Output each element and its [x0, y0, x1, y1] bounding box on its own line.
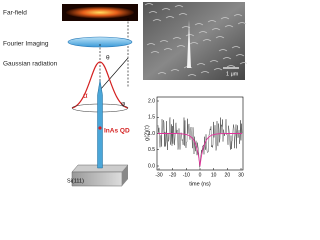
- sem-ridge: [161, 8, 171, 11]
- sem-image: [143, 2, 245, 80]
- sem-ridge: [150, 51, 160, 54]
- sem-ridge: [159, 40, 169, 43]
- sem-nanowire: [187, 20, 191, 68]
- far-field-image: [66, 6, 134, 19]
- ray: [99, 57, 129, 91]
- y-tick-label: 0.0: [148, 163, 155, 169]
- sem-ridge: [207, 20, 217, 23]
- sem-ridge: [176, 45, 186, 48]
- far-field-label: Far-field: [3, 10, 27, 17]
- sem-ridge: [146, 43, 156, 46]
- sem-ridge: [239, 62, 247, 65]
- sem-ridge: [148, 11, 158, 14]
- sem-ridge: [202, 39, 212, 42]
- fit: [158, 133, 242, 167]
- sem-ridge: [200, 71, 210, 74]
- sem-ridge: [178, 13, 188, 16]
- y-axis-label: g(2)(τ): [144, 125, 150, 141]
- x-tick-label: -20: [169, 172, 176, 178]
- sem-ridge: [209, 60, 219, 63]
- sem-ridge: [144, 3, 154, 6]
- sem-ridge: [174, 5, 184, 8]
- substrate-side: [122, 165, 128, 186]
- plot: 2.0 1.5 1.0 0.5 0.0-30 -20 -10 0 10 20 30: [148, 98, 244, 178]
- lens: [67, 36, 133, 48]
- nanowire: [97, 79, 103, 169]
- figure: Far-field Fourier Imaging Gaussian radia…: [3, 2, 247, 187]
- phi: φ: [121, 101, 125, 108]
- x-axis-label: time (ns): [189, 181, 211, 187]
- y-tick-label: 2.0: [148, 98, 155, 104]
- sem-ridge: [220, 17, 230, 20]
- sem-ridge: [235, 54, 245, 57]
- sem-ridge: [218, 49, 228, 52]
- qd-label: InAs QD: [104, 128, 130, 135]
- sem-ridge: [215, 36, 225, 39]
- sem-ridge: [222, 57, 232, 60]
- scale-label: 1 μm: [226, 71, 239, 77]
- sem-ridge: [231, 46, 241, 49]
- x-tick-label: -10: [183, 172, 190, 178]
- quantum-dot: [98, 126, 102, 130]
- sem-ridge: [213, 68, 223, 71]
- sem-ridge: [152, 19, 162, 22]
- alpha: α: [83, 91, 88, 100]
- sem-ridge: [170, 69, 180, 72]
- sem-ridge: [157, 72, 167, 75]
- sem-ridge: [196, 63, 206, 66]
- gaussian-curve: [71, 61, 129, 109]
- x-tick-label: -30: [155, 172, 162, 178]
- sem-ridge: [224, 25, 234, 28]
- sem-ridge: [211, 28, 221, 31]
- sem-ridge: [163, 48, 173, 51]
- sem-ridge: [165, 16, 175, 19]
- sem-ridge: [172, 37, 182, 40]
- sem-ridge: [187, 74, 197, 77]
- substrate-label: Si(111): [67, 178, 84, 184]
- x-tick-label: 30: [238, 172, 244, 178]
- sem-ridge: [189, 42, 199, 45]
- theta: θ: [106, 55, 110, 62]
- trace: [157, 117, 243, 168]
- fourier-label: Fourier Imaging: [3, 41, 49, 48]
- sem-ridge: [226, 65, 236, 68]
- sem-texture: [144, 3, 247, 77]
- x-tick-label: 20: [225, 172, 231, 178]
- sem-ridge: [194, 23, 204, 26]
- gaussian-label: Gaussian radiation: [3, 61, 58, 68]
- y-tick-label: 1.5: [148, 115, 155, 121]
- x-tick-label: 10: [211, 172, 217, 178]
- sem-ridge: [198, 31, 208, 34]
- y-tick-label: 0.5: [148, 147, 155, 153]
- sem-ridge: [233, 14, 243, 17]
- sem-ridge: [237, 22, 247, 25]
- page: Far-field Fourier Imaging Gaussian radia…: [3, 2, 247, 188]
- sem-ridge: [185, 34, 195, 37]
- x-tick-label: 0: [199, 172, 202, 178]
- y-tick-label: 1.0: [148, 131, 155, 137]
- sem-ridge: [181, 26, 191, 29]
